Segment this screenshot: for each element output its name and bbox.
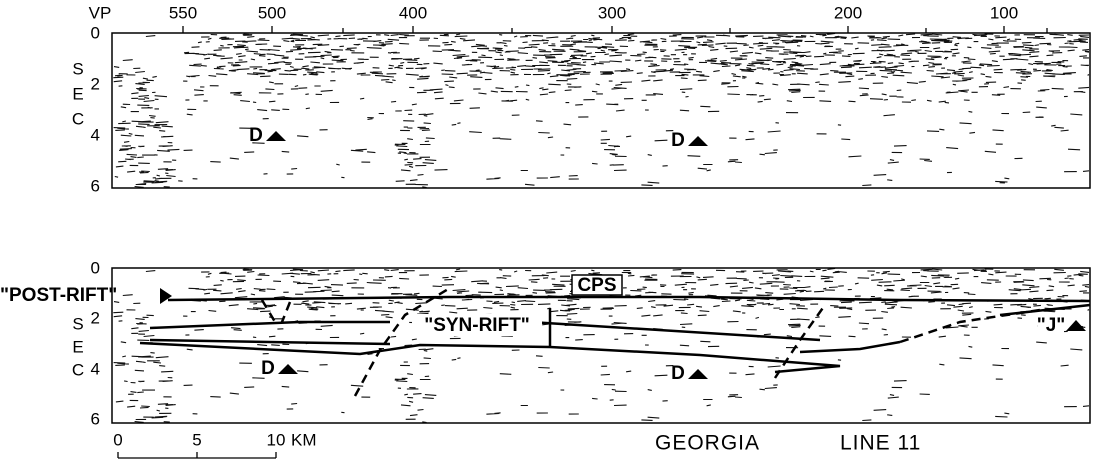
tick-label: 550: [169, 3, 197, 22]
scale-label: 10: [267, 430, 286, 449]
marker-label: D: [671, 363, 685, 384]
marker-arrow: [278, 364, 298, 374]
annotation-box: [1038, 316, 1064, 336]
y-tick-label: 2: [91, 308, 100, 327]
scale-label: 5: [192, 430, 201, 449]
y-axis-label: E: [72, 337, 83, 356]
annotation-box: [571, 274, 623, 296]
annotation-box: [412, 314, 542, 336]
y-axis-label: C: [72, 360, 84, 379]
tick-label: 200: [834, 3, 862, 22]
marker-label: D: [671, 130, 685, 151]
annotation: "SYN-RIFT": [424, 315, 530, 336]
tick-label: 300: [598, 3, 626, 22]
scale-bar: [117, 452, 277, 459]
y-axis-label: S: [72, 59, 83, 78]
horizons: [139, 295, 1091, 374]
y-axis-label: C: [72, 109, 84, 128]
annotation-arrow: [1066, 320, 1086, 331]
y-tick-label: 2: [91, 74, 100, 93]
y-tick-label: 0: [91, 258, 100, 277]
y-tick-label: 4: [91, 359, 100, 378]
caption: LINE 11: [840, 432, 921, 455]
top-ticks: [182, 26, 1048, 33]
panel-frame: [111, 32, 1091, 189]
tick-label: 500: [258, 3, 286, 22]
scale-unit: KM: [291, 430, 317, 449]
annotation: "J": [1037, 315, 1066, 336]
faults: [260, 286, 1041, 397]
annotation: "POST-RIFT": [0, 285, 117, 306]
y-tick-label: 6: [91, 409, 100, 428]
y-tick-label: 6: [91, 176, 100, 195]
axis-label: VP: [89, 3, 112, 22]
tick-label: 100: [990, 3, 1018, 22]
annotation-arrow: [160, 288, 172, 304]
panel-frame: [111, 267, 1091, 424]
caption: GEORGIA: [655, 432, 760, 455]
marker-label: D: [261, 358, 275, 379]
marker-label: D: [249, 125, 263, 146]
y-tick-label: 0: [91, 23, 100, 42]
y-axis-label: E: [72, 84, 83, 103]
tick-label: 400: [399, 3, 427, 22]
scale-label: 0: [113, 430, 122, 449]
seismic-traces: [113, 32, 1090, 424]
y-tick-label: 4: [91, 125, 100, 144]
y-axis-label: S: [72, 314, 83, 333]
annotation: CPS: [577, 275, 616, 296]
marker-arrow: [266, 131, 286, 141]
marker-arrow: [688, 136, 708, 146]
trace-texture: [113, 32, 1090, 189]
marker-arrow: [688, 369, 708, 379]
